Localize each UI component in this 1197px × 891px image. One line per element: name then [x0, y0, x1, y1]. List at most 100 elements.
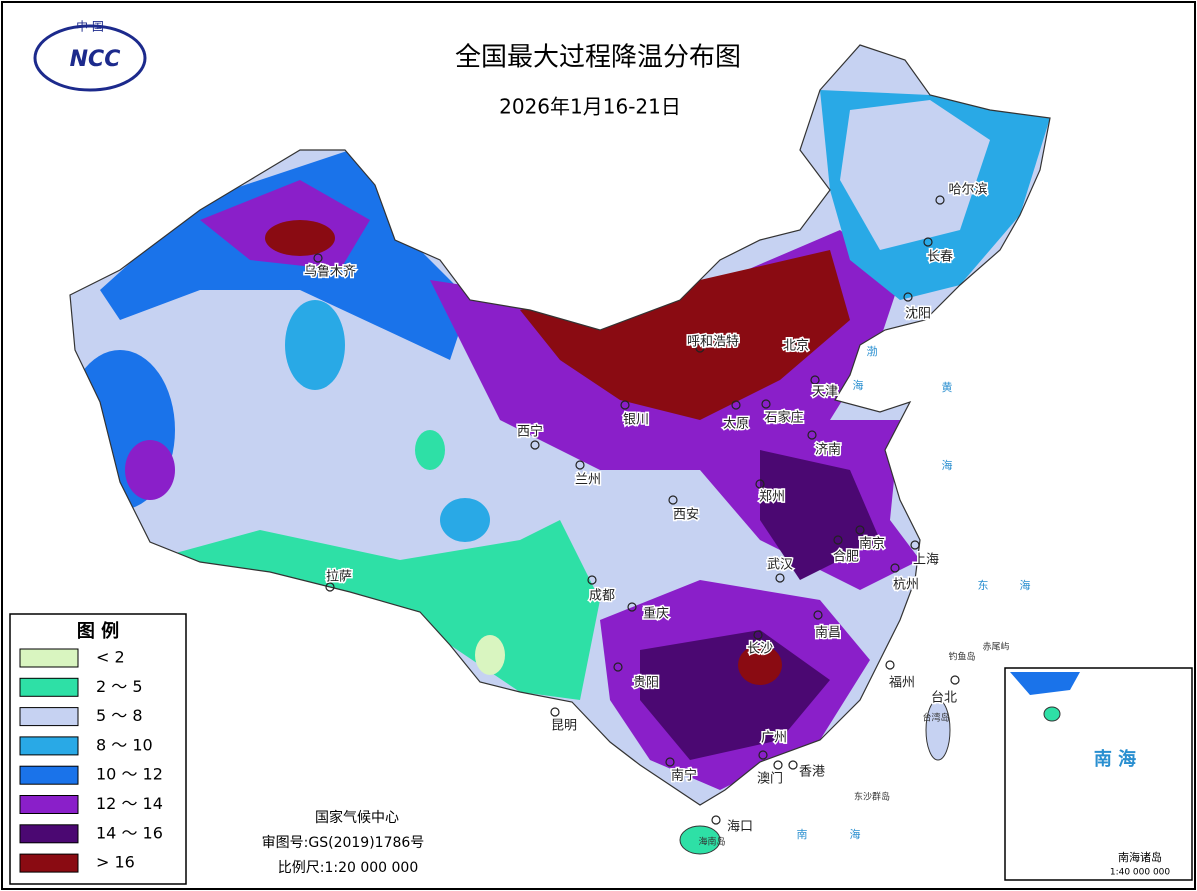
footer-org: 国家气候中心 — [315, 809, 399, 826]
sea-label: 海 — [850, 827, 861, 841]
legend-label: 8 ～ 10 — [96, 735, 153, 754]
city-label: 香港 — [799, 765, 825, 780]
city-marker — [613, 662, 623, 672]
city-marker — [773, 760, 783, 770]
sea-label: 东 — [978, 579, 989, 592]
legend-label: 12 ～ 14 — [96, 794, 163, 813]
inset: 南 海 南海诸岛 1:40 000 000 — [1004, 667, 1193, 881]
city-marker — [620, 400, 630, 410]
city-marker — [810, 375, 820, 385]
hainan — [679, 825, 721, 855]
legend-swatch — [19, 736, 79, 756]
city-marker — [833, 535, 843, 545]
legend-label: 2 ～ 5 — [96, 677, 143, 696]
city-marker — [313, 253, 323, 263]
city-marker — [325, 582, 335, 592]
city-label: 拉萨 — [326, 570, 352, 585]
sea-label: 海 — [942, 458, 953, 472]
city-label: 广州 — [761, 731, 787, 746]
city-marker — [695, 343, 705, 353]
legend-label: < 2 — [96, 648, 125, 667]
logo: 中 国 NCC — [33, 19, 147, 92]
inset-label: 南海诸岛 — [1118, 850, 1162, 864]
legend-label: 10 ～ 12 — [96, 765, 163, 784]
logo-top: 中 国 — [76, 19, 104, 34]
city-marker — [575, 460, 585, 470]
city-marker — [731, 400, 741, 410]
city-marker — [668, 495, 678, 505]
sea-label: 黄 — [942, 380, 953, 394]
legend-swatch — [19, 824, 79, 844]
sea-label: 海 — [1020, 578, 1031, 592]
title: 全国最大过程降温分布图 — [455, 43, 741, 73]
legend-swatch — [19, 677, 79, 697]
city-marker — [753, 630, 763, 640]
city-label: 南京 — [859, 536, 885, 552]
city-label: 澳门 — [757, 771, 783, 787]
city-label: 武汉 — [767, 558, 793, 573]
city-label: 太原 — [723, 417, 749, 432]
footer-scale: 比例尺:1:20 000 000 — [278, 860, 419, 876]
city-label: 郑州 — [759, 490, 785, 505]
place-label: 海南岛 — [698, 836, 725, 848]
city-label: 长春 — [927, 250, 953, 265]
city-marker — [855, 525, 865, 535]
city-marker — [935, 195, 945, 205]
taiwan — [925, 699, 951, 761]
legend-swatch — [19, 795, 79, 814]
city-label: 重庆 — [643, 606, 669, 622]
inset-sea: 南 海 — [1094, 748, 1136, 770]
city-marker — [550, 707, 560, 717]
sea-label: 渤 — [867, 345, 878, 358]
city-marker — [665, 757, 675, 767]
city-marker — [587, 575, 597, 585]
sea-label: 南 — [797, 828, 808, 841]
city-label: 兰州 — [575, 473, 601, 488]
city-label: 昆明 — [551, 719, 577, 734]
city-label: 长沙 — [747, 642, 773, 657]
city-label: 沈阳 — [905, 307, 931, 322]
city-label: 上海 — [913, 553, 939, 568]
city-marker — [758, 750, 768, 760]
city-marker — [885, 660, 895, 670]
legend-title: 图 例 — [77, 620, 119, 642]
city-label: 南昌 — [815, 625, 841, 641]
city-marker — [903, 292, 913, 302]
inset-scale: 1:40 000 000 — [1110, 868, 1171, 878]
city-marker — [910, 540, 920, 550]
city-label: 杭州 — [893, 578, 919, 593]
city-marker — [788, 760, 798, 770]
city-label: 贵阳 — [633, 676, 659, 691]
city-label: 合肥 — [833, 550, 859, 565]
city-label: 银川 — [623, 413, 649, 428]
city-marker — [761, 399, 771, 409]
legend: 图 例 < 2 2 ～ 5 5 ～ 8 8 ～ 10 10 ～ 12 12 ～ 14 14 … — [9, 613, 187, 885]
city-label: 济南 — [815, 442, 841, 458]
legend-swatch — [19, 853, 79, 873]
city-label: 哈尔滨 — [948, 182, 987, 198]
place-label: 东沙群岛 — [854, 791, 890, 803]
city-label: 成都 — [589, 589, 615, 604]
city-marker — [890, 563, 900, 573]
place-label: 赤尾屿 — [982, 642, 1009, 653]
place-label: 钓鱼岛 — [948, 651, 975, 663]
legend-label: 5 ～ 8 — [96, 706, 143, 725]
subtitle: 2026年1月16-21日 — [499, 95, 681, 119]
city-marker — [711, 815, 721, 825]
city-marker — [807, 430, 817, 440]
place-label: 台湾岛 — [922, 712, 949, 724]
city-label: 石家庄 — [764, 410, 803, 426]
footer-review: 审图号:GS(2019)1786号 — [262, 835, 425, 851]
legend-swatch — [19, 707, 79, 727]
city-label: 海口 — [727, 820, 753, 835]
city-label: 呼和浩特 — [687, 335, 739, 350]
city-label: 乌鲁木齐 — [304, 264, 356, 280]
city-marker — [530, 440, 540, 450]
city-marker — [950, 675, 960, 685]
city-label: 北京 — [783, 339, 809, 354]
city-label: 南宁 — [671, 768, 697, 784]
legend-swatch — [19, 648, 79, 668]
city-label: 西宁 — [517, 424, 543, 440]
